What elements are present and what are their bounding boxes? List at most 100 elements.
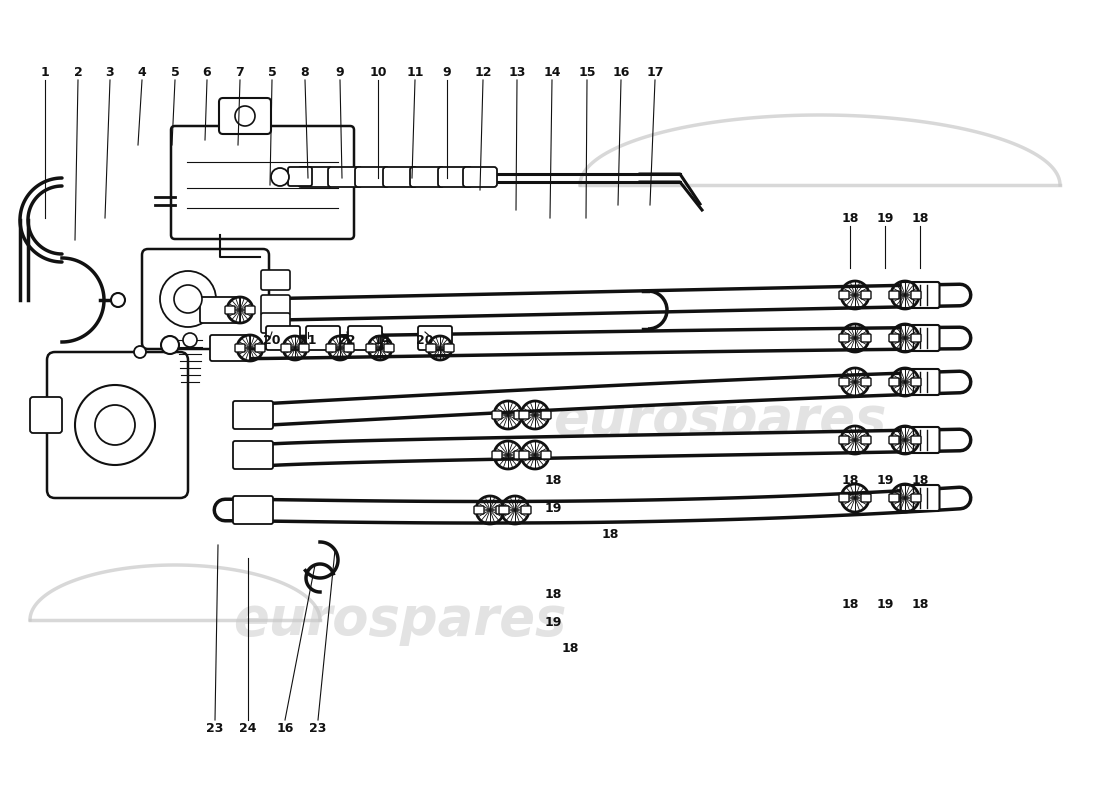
- Text: 5: 5: [267, 66, 276, 78]
- FancyBboxPatch shape: [245, 306, 255, 314]
- FancyBboxPatch shape: [299, 344, 309, 352]
- Text: 12: 12: [474, 66, 492, 78]
- Text: 19: 19: [877, 474, 893, 486]
- Text: 24: 24: [240, 722, 256, 734]
- FancyBboxPatch shape: [492, 411, 502, 419]
- FancyBboxPatch shape: [383, 167, 417, 187]
- Text: 19: 19: [877, 211, 893, 225]
- FancyBboxPatch shape: [463, 167, 497, 187]
- Circle shape: [183, 333, 197, 347]
- Text: eurospares: eurospares: [233, 594, 566, 646]
- FancyBboxPatch shape: [839, 494, 849, 502]
- FancyBboxPatch shape: [142, 249, 270, 349]
- FancyBboxPatch shape: [541, 411, 551, 419]
- FancyBboxPatch shape: [861, 378, 871, 386]
- Circle shape: [160, 271, 216, 327]
- Text: 9: 9: [336, 66, 344, 78]
- FancyBboxPatch shape: [261, 270, 290, 290]
- FancyBboxPatch shape: [306, 326, 340, 350]
- Text: 9: 9: [442, 66, 451, 78]
- Circle shape: [174, 285, 202, 313]
- Text: 8: 8: [300, 66, 309, 78]
- FancyBboxPatch shape: [170, 126, 354, 239]
- Text: 5: 5: [170, 66, 179, 78]
- FancyBboxPatch shape: [514, 451, 524, 459]
- Text: 22: 22: [339, 334, 355, 346]
- Text: 14: 14: [373, 334, 390, 346]
- Text: 21: 21: [299, 334, 317, 346]
- FancyBboxPatch shape: [200, 297, 240, 323]
- FancyBboxPatch shape: [255, 344, 265, 352]
- Text: 23: 23: [309, 722, 327, 734]
- Text: 18: 18: [842, 211, 859, 225]
- Circle shape: [161, 336, 179, 354]
- Text: 16: 16: [276, 722, 294, 734]
- FancyBboxPatch shape: [328, 167, 362, 187]
- FancyBboxPatch shape: [889, 291, 899, 299]
- FancyBboxPatch shape: [901, 325, 939, 351]
- FancyBboxPatch shape: [410, 167, 444, 187]
- FancyBboxPatch shape: [426, 344, 436, 352]
- FancyBboxPatch shape: [496, 506, 506, 514]
- Text: 18: 18: [911, 211, 928, 225]
- Text: 7: 7: [235, 66, 244, 78]
- FancyBboxPatch shape: [499, 506, 509, 514]
- Text: 15: 15: [579, 66, 596, 78]
- FancyBboxPatch shape: [839, 334, 849, 342]
- FancyBboxPatch shape: [861, 291, 871, 299]
- FancyBboxPatch shape: [519, 451, 529, 459]
- FancyBboxPatch shape: [911, 436, 921, 444]
- FancyBboxPatch shape: [901, 282, 939, 308]
- Text: 17: 17: [647, 66, 663, 78]
- FancyBboxPatch shape: [911, 494, 921, 502]
- FancyBboxPatch shape: [889, 334, 899, 342]
- Text: 18: 18: [544, 474, 562, 486]
- Text: 18: 18: [842, 474, 859, 486]
- Text: 13: 13: [508, 66, 526, 78]
- FancyBboxPatch shape: [348, 326, 382, 350]
- Text: 20: 20: [416, 334, 433, 346]
- FancyBboxPatch shape: [541, 451, 551, 459]
- Text: 18: 18: [911, 598, 928, 611]
- Text: eurospares: eurospares: [553, 394, 887, 446]
- FancyBboxPatch shape: [444, 344, 454, 352]
- Text: 3: 3: [106, 66, 114, 78]
- FancyBboxPatch shape: [901, 485, 939, 511]
- FancyBboxPatch shape: [514, 411, 524, 419]
- FancyBboxPatch shape: [344, 344, 354, 352]
- FancyBboxPatch shape: [519, 411, 529, 419]
- FancyBboxPatch shape: [233, 496, 273, 524]
- Text: 4: 4: [138, 66, 146, 78]
- FancyBboxPatch shape: [355, 167, 389, 187]
- FancyBboxPatch shape: [861, 334, 871, 342]
- FancyBboxPatch shape: [889, 436, 899, 444]
- FancyBboxPatch shape: [911, 291, 921, 299]
- FancyBboxPatch shape: [839, 291, 849, 299]
- Text: 20: 20: [263, 334, 280, 346]
- FancyBboxPatch shape: [901, 369, 939, 395]
- Text: 10: 10: [370, 66, 387, 78]
- FancyBboxPatch shape: [233, 441, 273, 469]
- FancyBboxPatch shape: [298, 167, 332, 187]
- FancyBboxPatch shape: [521, 506, 531, 514]
- Text: 19: 19: [544, 615, 562, 629]
- Text: 1: 1: [41, 66, 50, 78]
- Text: 19: 19: [877, 598, 893, 611]
- FancyBboxPatch shape: [226, 306, 235, 314]
- Text: 18: 18: [544, 589, 562, 602]
- FancyBboxPatch shape: [418, 326, 452, 350]
- Circle shape: [271, 168, 289, 186]
- FancyBboxPatch shape: [47, 352, 188, 498]
- FancyBboxPatch shape: [911, 378, 921, 386]
- FancyBboxPatch shape: [235, 344, 245, 352]
- Text: 14: 14: [543, 66, 561, 78]
- FancyBboxPatch shape: [366, 344, 376, 352]
- Circle shape: [134, 346, 146, 358]
- FancyBboxPatch shape: [326, 344, 336, 352]
- FancyBboxPatch shape: [861, 436, 871, 444]
- FancyBboxPatch shape: [492, 451, 502, 459]
- Circle shape: [111, 293, 125, 307]
- FancyBboxPatch shape: [839, 378, 849, 386]
- Text: 18: 18: [602, 529, 618, 542]
- Text: 2: 2: [74, 66, 82, 78]
